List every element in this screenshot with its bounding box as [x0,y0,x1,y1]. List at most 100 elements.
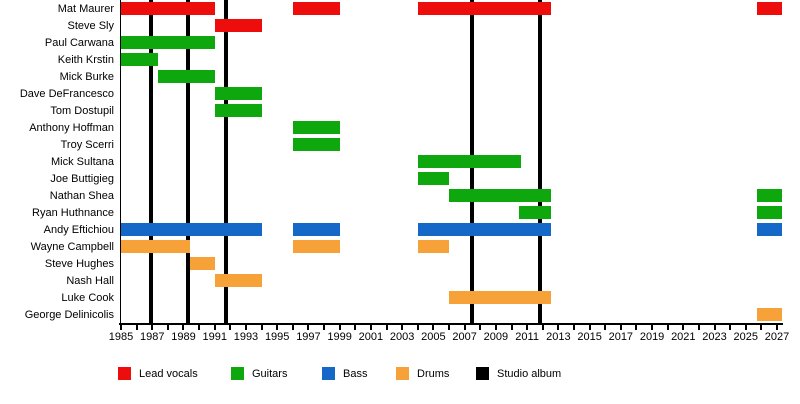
x-axis-tick [260,325,263,330]
timeline-bar-steve-sly [214,19,262,32]
timeline-bar-dave-defrancesco [214,87,262,100]
timeline-bar-mick-burke [158,70,215,83]
x-axis-tick [229,325,232,330]
timeline-bar-andy-eftichiou [121,223,262,236]
timeline-bar-wayne-campbell [121,240,190,253]
timeline-bar-nash-hall [214,274,262,287]
timeline-bar-troy-scerri [292,138,340,151]
x-axis-tick [385,325,388,330]
x-axis-tick [682,325,685,330]
timeline-bar-joe-buttigieg [417,172,449,185]
legend-swatch-guitars [231,367,244,380]
x-axis-tick [510,325,513,330]
member-label-george-delinicolis: George Delinicolis [24,308,114,321]
x-axis-tick [182,325,185,330]
x-axis-tick [588,325,591,330]
timeline-bar-tom-dostupil [214,104,262,117]
x-axis-year-label: 2019 [639,331,665,343]
timeline-bar-ryan-huthnance [519,206,551,219]
member-label-ryan-huthnance: Ryan Huthnance [32,206,114,219]
member-label-luke-cook: Luke Cook [61,291,114,304]
x-axis-tick [604,325,607,330]
x-axis-tick [776,325,779,330]
legend-label-drums: Drums [417,367,450,380]
member-label-tom-dostupil: Tom Dostupil [50,104,114,117]
studio-album-marker [223,0,228,323]
x-axis-tick [401,325,404,330]
x-axis-year-label: 2009 [483,331,509,343]
x-axis-tick [135,325,138,330]
x-axis-tick [463,325,466,330]
member-label-wayne-campbell: Wayne Campbell [30,240,114,253]
member-label-dave-defrancesco: Dave DeFrancesco [19,87,114,100]
x-axis-tick [120,325,122,330]
x-axis-year-label: 1985 [108,331,134,343]
member-label-andy-eftichiou: Andy Eftichiou [43,223,114,236]
timeline-bar-andy-eftichiou [417,223,551,236]
timeline-bar-andy-eftichiou [292,223,340,236]
member-label-joe-buttigieg: Joe Buttigieg [50,172,114,185]
x-axis-tick [323,325,326,330]
timeline-bar-andy-eftichiou [756,223,782,236]
x-axis-tick [541,325,544,330]
x-axis-year-label: 1995 [264,331,290,343]
x-axis-year-label: 2003 [389,331,415,343]
x-axis-tick [713,325,716,330]
legend-label-studio-album: Studio album [497,367,562,380]
member-label-troy-scerri: Troy Scerri [60,138,114,151]
x-axis-tick [572,325,575,330]
studio-album-marker [148,0,153,323]
legend-item-bass: Bass [322,367,367,380]
member-label-mick-burke: Mick Burke [59,70,114,83]
x-axis-tick [369,325,372,330]
x-axis-tick [198,325,201,330]
x-axis-year-label: 2005 [421,331,446,343]
x-axis-tick [526,325,529,330]
timeline-bar-wayne-campbell [292,240,340,253]
x-axis-tick [448,325,451,330]
x-axis-tick [166,325,169,330]
x-axis-year-label: 2011 [515,331,539,343]
legend-item-drums: Drums [396,367,449,380]
x-axis-year-label: 1997 [296,331,321,343]
x-axis-tick [276,325,279,330]
timeline-bar-keith-krstin [121,53,159,66]
timeline-bar-steve-hughes [189,257,215,270]
member-label-paul-carwana: Paul Carwana [44,36,114,49]
timeline-bar-george-delinicolis [756,308,782,321]
timeline-bar-mick-sultana [417,155,521,168]
x-axis-tick [760,325,763,330]
x-axis-year-label: 2025 [733,331,759,343]
x-axis-tick [557,325,560,330]
x-axis-year-label: 2013 [546,331,571,343]
x-axis-tick [494,325,497,330]
x-axis-tick [338,325,341,330]
timeline-bar-luke-cook [449,291,551,304]
x-axis-tick [729,325,732,330]
timeline-bar-ryan-huthnance [756,206,782,219]
x-axis-tick [651,325,654,330]
member-label-anthony-hoffman: Anthony Hoffman [29,121,114,134]
x-axis-tick [744,325,747,330]
member-label-nathan-shea: Nathan Shea [49,189,114,202]
member-label-mick-sultana: Mick Sultana [51,155,114,168]
timeline-bar-nathan-shea [756,189,782,202]
x-axis-year-label: 2001 [358,331,384,343]
x-axis-tick [213,325,216,330]
member-label-keith-krstin: Keith Krstin [57,53,114,66]
x-axis-tick [635,325,638,330]
x-axis-tick [291,325,294,330]
member-label-nash-hall: Nash Hall [66,274,114,287]
x-axis-tick [151,325,154,330]
x-axis-tick [619,325,622,330]
x-axis-year-label: 2023 [702,331,727,343]
legend-label-guitars: Guitars [252,367,288,380]
x-axis-year-label: 1987 [139,331,165,343]
x-axis-tick [307,325,310,330]
x-axis-tick [354,325,357,330]
timeline-bar-paul-carwana [121,36,215,49]
member-label-steve-sly: Steve Sly [67,19,114,32]
x-axis-year-label: 2015 [577,331,602,343]
timeline-bar-mat-maurer [417,2,551,15]
timeline-bar-nathan-shea [449,189,551,202]
